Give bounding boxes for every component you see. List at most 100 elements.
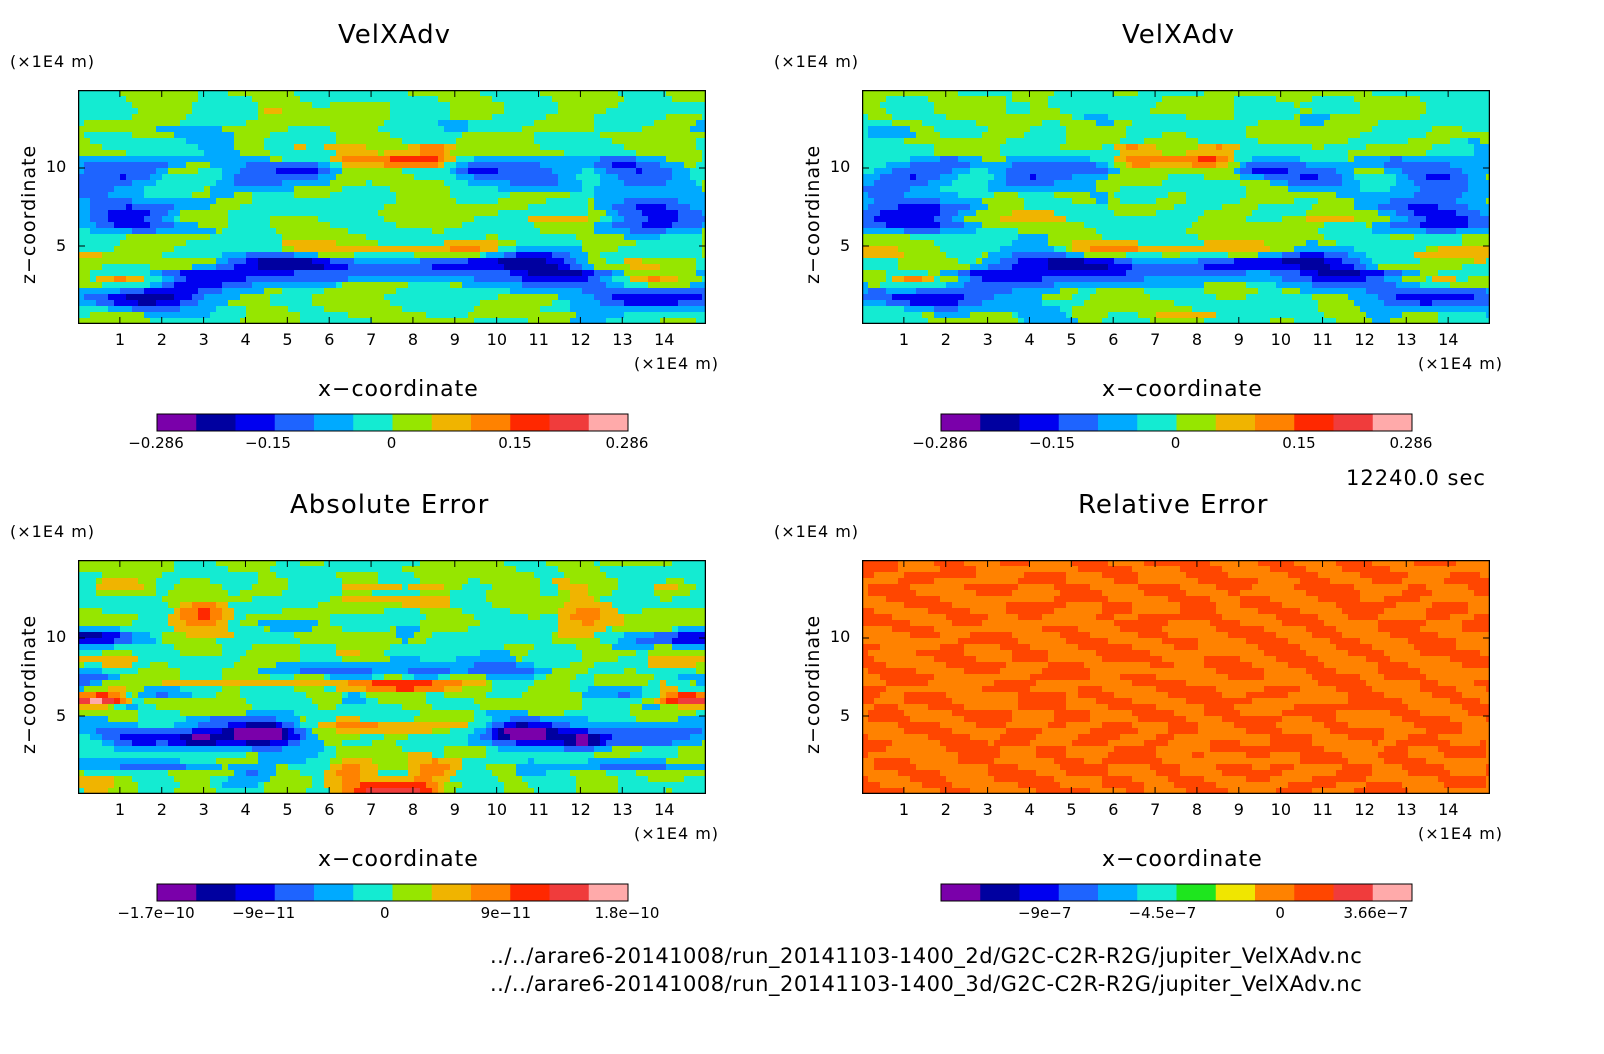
contour-cell [474, 114, 481, 121]
contour-cell [588, 138, 595, 145]
contour-cell [1186, 90, 1193, 97]
contour-cell [270, 306, 277, 313]
contour-cell [1444, 132, 1451, 139]
contour-cell [438, 210, 445, 217]
contour-cell [414, 96, 421, 103]
contour-cell [342, 150, 349, 157]
contour-cell [952, 114, 959, 121]
contour-cell [1120, 126, 1127, 133]
contour-cell [324, 174, 331, 181]
contour-cell [474, 258, 481, 265]
contour-cell [432, 168, 439, 175]
contour-cell [1288, 90, 1295, 97]
contour-cell [868, 102, 875, 109]
contour-cell [108, 318, 115, 324]
contour-cell [78, 264, 85, 271]
contour-cell [300, 204, 307, 211]
contour-cell [96, 300, 103, 307]
contour-cell [1342, 132, 1349, 139]
contour-cell [558, 108, 565, 115]
contour-cell [988, 120, 995, 127]
contour-cell [886, 126, 893, 133]
contour-cell [354, 108, 361, 115]
contour-cell [432, 96, 439, 103]
contour-cell [684, 120, 691, 127]
contour-cell [216, 198, 223, 205]
contour-cell [1156, 132, 1163, 139]
contour-cell [252, 132, 259, 139]
contour-cell [522, 102, 529, 109]
contour-cell [168, 126, 175, 133]
contour-cell [468, 312, 475, 319]
contour-cell [276, 222, 283, 229]
contour-cell [504, 192, 511, 199]
contour-cell [492, 192, 499, 199]
contour-cell [666, 216, 673, 223]
contour-cell [108, 162, 115, 169]
contour-cell [234, 120, 241, 127]
contour-cell [168, 102, 175, 109]
contour-cell [588, 234, 595, 241]
contour-cell [552, 96, 559, 103]
contour-cell [666, 144, 673, 151]
contour-cell [324, 312, 331, 319]
contour-cell [1336, 120, 1343, 127]
contour-cell [1084, 126, 1091, 133]
contour-cell [892, 108, 899, 115]
contour-cell [1414, 132, 1421, 139]
contour-cell [1306, 108, 1313, 115]
contour-cell [534, 282, 541, 289]
contour-cell [474, 96, 481, 103]
contour-cell [186, 276, 193, 283]
contour-cell [510, 318, 517, 324]
contour-cell [582, 282, 589, 289]
contour-cell [444, 210, 451, 217]
contour-cell [1456, 114, 1463, 121]
contour-cell [600, 222, 607, 229]
contour-cell [408, 258, 415, 265]
contour-cell [570, 318, 577, 324]
contour-cell [294, 96, 301, 103]
contour-cell [114, 114, 121, 121]
contour-cell [462, 282, 469, 289]
contour-cell [198, 252, 205, 259]
contour-cell [480, 168, 487, 175]
contour-cell [564, 240, 571, 247]
contour-cell [90, 198, 97, 205]
contour-cell [300, 240, 307, 247]
contour-cell [474, 150, 481, 157]
contour-cell [336, 150, 343, 157]
contour-cell [898, 90, 905, 97]
contour-cell [570, 234, 577, 241]
contour-cell [540, 162, 547, 169]
contour-cell [1120, 90, 1127, 97]
contour-cell [534, 240, 541, 247]
contour-cell [354, 228, 361, 235]
contour-cell [534, 174, 541, 181]
contour-cell [952, 108, 959, 115]
contour-cell [624, 222, 631, 229]
contour-cell [306, 270, 313, 277]
contour-cell [1414, 108, 1421, 115]
contour-cell [162, 138, 169, 145]
contour-cell [504, 312, 511, 319]
contour-cell [576, 306, 583, 313]
contour-cell [576, 156, 583, 163]
contour-cell [150, 108, 157, 115]
contour-cell [486, 138, 493, 145]
contour-cell [300, 252, 307, 259]
contour-cell [880, 90, 887, 97]
contour-cell [222, 228, 229, 235]
contour-cell [204, 192, 211, 199]
contour-cell [1210, 120, 1217, 127]
contour-cell [312, 96, 319, 103]
contour-cell [132, 168, 139, 175]
contour-cell [210, 318, 217, 324]
contour-cell [1036, 102, 1043, 109]
contour-cell [216, 168, 223, 175]
contour-cell [624, 114, 631, 121]
contour-cell [402, 138, 409, 145]
contour-cell [408, 300, 415, 307]
contour-cell [342, 234, 349, 241]
contour-cell [1486, 102, 1490, 109]
